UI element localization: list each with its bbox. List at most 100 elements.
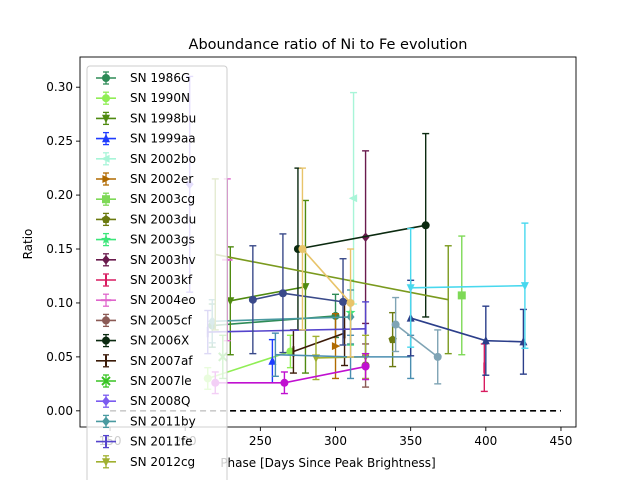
legend-label: SN 2003hv: [130, 253, 196, 267]
series-23: [248, 233, 348, 355]
legend-marker: [101, 376, 111, 386]
legend-label: SN 2005cf: [130, 313, 193, 327]
series-6: [331, 313, 341, 380]
series-11: [480, 343, 488, 393]
legend-entry: SN 2011by: [96, 414, 196, 428]
legend-entry: SN 1986G: [96, 71, 190, 85]
legend-label: SN 2006X: [130, 334, 189, 348]
y-tick-label: 0.25: [46, 134, 73, 148]
legend-entry: SN 2007af: [96, 354, 193, 368]
legend-label: SN 2011by: [130, 414, 196, 428]
legend-entry: SN 1998bu: [96, 111, 196, 125]
legend-marker: [102, 114, 110, 124]
data-point: [361, 362, 370, 371]
data-point: [298, 245, 307, 254]
data-point: [301, 283, 310, 292]
data-point: [346, 298, 355, 307]
legend-label: SN 2007le: [130, 374, 192, 388]
legend-label: SN 1998bu: [130, 111, 196, 125]
series-line: [301, 248, 352, 304]
legend-entry: SN 2003cg: [96, 192, 195, 206]
y-tick-label: 0.10: [46, 296, 73, 310]
legend-entry: SN 2005cf: [96, 313, 193, 327]
series-line: [230, 285, 306, 302]
legend-label: SN 2007af: [130, 354, 193, 368]
legend-label: SN 2003kf: [130, 273, 193, 287]
legend-entry: SN 2007le: [96, 374, 192, 388]
legend-marker: [102, 195, 110, 204]
y-tick-label: 0.20: [46, 188, 73, 202]
legend-marker: [102, 94, 110, 103]
legend-entry: SN 2002er: [96, 172, 193, 186]
legend-label: SN 2003gs: [130, 233, 195, 247]
y-tick-label: 0.00: [46, 404, 73, 418]
legend-marker: [101, 215, 111, 223]
x-tick-label: 250: [249, 434, 272, 448]
x-tick-label: 350: [399, 434, 422, 448]
legend-label: SN 2004eo: [130, 293, 196, 307]
series-line: [207, 328, 366, 333]
legend-entry: SN 2011fe: [96, 435, 193, 449]
legend-marker: [102, 74, 110, 82]
x-tick-label: 400: [474, 434, 497, 448]
x-axis-label: Phase [Days Since Peak Brightness]: [220, 456, 435, 470]
legend-label: SN 2003cg: [130, 192, 195, 206]
x-tick-label: 450: [550, 434, 573, 448]
legend-entry: SN 2006X: [96, 334, 189, 348]
data-point: [433, 352, 442, 361]
legend-label: SN 2002bo: [130, 152, 196, 166]
legend-label: SN 1986G: [130, 71, 190, 85]
legend-entry: SN 2008Q: [96, 394, 190, 408]
legend-marker: [102, 416, 110, 427]
data-point: [421, 221, 430, 230]
legend-marker: [102, 396, 110, 406]
series-line: [215, 253, 449, 301]
data-point: [520, 282, 529, 291]
y-tick-label: 0.05: [46, 350, 73, 364]
legend-entry: SN 1999aa: [96, 132, 196, 146]
series-28: [298, 167, 355, 358]
series-26: [406, 222, 529, 349]
series-line: [297, 224, 426, 250]
y-axis-label: Ratio: [21, 229, 35, 260]
legend-box: [86, 65, 228, 480]
legend-entry: SN 2003hv: [96, 253, 196, 267]
x-tick-label: 300: [324, 434, 347, 448]
legend-marker: [102, 458, 110, 467]
legend-entry: SN 2012cg: [96, 455, 195, 469]
legend-label: SN 2008Q: [130, 394, 190, 408]
legend-label: SN 2003du: [130, 212, 196, 226]
legend-label: SN 1990N: [130, 91, 190, 105]
data-point: [388, 335, 397, 344]
legend-entry: SN 2003gs: [96, 233, 195, 247]
data-point: [286, 347, 295, 356]
legend-entry: SN 2003kf: [96, 273, 193, 287]
series-line: [395, 323, 439, 358]
legend: SN 1986G SN 1990N SN 1998bu SN 1999aa SN 200…: [86, 65, 228, 480]
data-point: [278, 289, 287, 298]
legend-marker: [102, 175, 111, 183]
legend-marker: [102, 316, 110, 325]
series-line: [293, 332, 345, 353]
series-line: [410, 284, 525, 289]
data-point: [481, 335, 490, 345]
data-point: [391, 320, 400, 329]
data-point: [248, 295, 257, 304]
data-point: [226, 297, 235, 306]
series-7: [457, 235, 466, 356]
y-axis: 0.00 0.05 0.10 0.15 0.20 0.25 0.30: [46, 80, 80, 418]
legend-label: SN 2011fe: [130, 435, 193, 449]
data-point: [406, 284, 415, 293]
legend-label: SN 1999aa: [130, 132, 196, 146]
data-point: [339, 297, 348, 306]
legend-marker: [102, 255, 110, 265]
data-point: [268, 356, 277, 365]
legend-marker: [102, 336, 110, 345]
legend-entry: SN 2002bo: [96, 152, 196, 166]
legend-label: SN 2002er: [130, 172, 193, 186]
legend-entry: SN 2004eo: [96, 293, 196, 307]
legend-entry: SN 1990N: [96, 91, 190, 105]
data-point: [280, 378, 289, 387]
series-14: [293, 132, 430, 331]
